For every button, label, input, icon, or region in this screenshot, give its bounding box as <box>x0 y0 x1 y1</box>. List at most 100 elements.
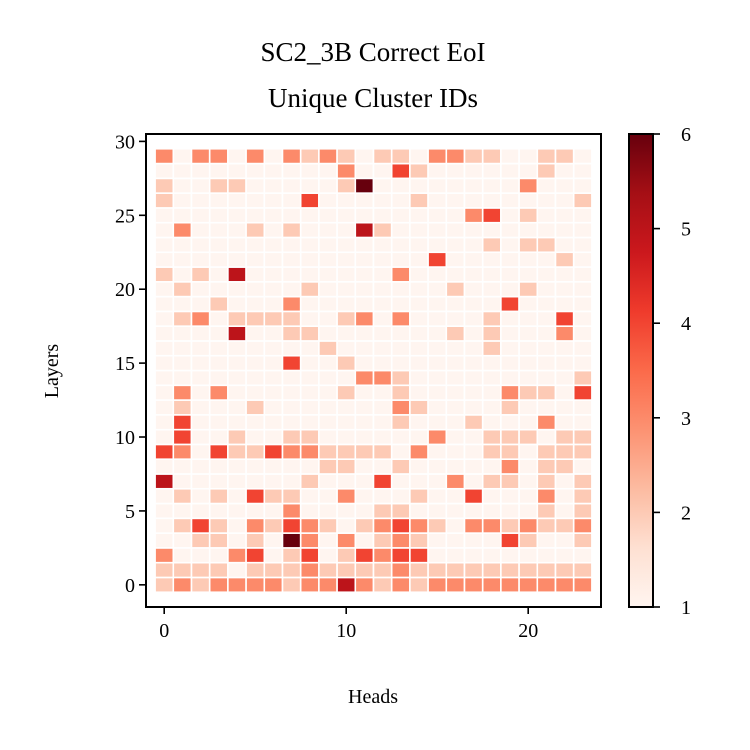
heatmap-cell-l16-h19 <box>500 340 520 357</box>
heatmap-cell-l21-h6 <box>263 266 284 283</box>
heatmap-cell-l6-h4 <box>227 487 247 505</box>
heatmap-cell-l16-h16 <box>445 340 466 357</box>
heatmap-cell-l18-h2 <box>190 310 211 327</box>
heatmap-cell-l13-h23 <box>572 384 593 401</box>
heatmap-cell-l28-h2 <box>190 162 211 180</box>
heatmap-cell-l27-h11 <box>354 177 375 194</box>
heatmap-cell-l3-h4 <box>227 532 247 549</box>
y-tick-label: 10 <box>115 427 135 449</box>
heatmap-cell-l11-h9 <box>318 414 338 431</box>
heatmap-cell-l5-h12 <box>372 502 393 520</box>
colorbar-tick-label: 1 <box>681 597 691 619</box>
heatmap-cell-l10-h12 <box>372 428 393 446</box>
heatmap-cell-l29-h12 <box>372 147 393 165</box>
heatmap-cell-l9-h22 <box>554 443 575 460</box>
heatmap-cell-l0-h16 <box>445 576 466 594</box>
heatmap-cell-l24-h20 <box>518 221 539 239</box>
heatmap-cell-l10-h10 <box>336 428 357 446</box>
heatmap-cell-l25-h22 <box>554 207 575 224</box>
heatmap-cell-l13-h11 <box>354 384 375 401</box>
heatmap-cell-l17-h15 <box>427 325 448 342</box>
heatmap-cell-l2-h16 <box>445 547 466 564</box>
heatmap-cell-l6-h12 <box>372 487 393 505</box>
x-tick-label: 20 <box>518 620 538 642</box>
heatmap-cell-l29-h21 <box>536 147 557 165</box>
heatmap-cell-l3-h1 <box>172 532 193 549</box>
heatmap-cell-l17-h21 <box>536 325 557 342</box>
heatmap-cell-l8-h13 <box>390 458 411 475</box>
heatmap-cell-l13-h12 <box>372 384 393 401</box>
heatmap-cell-l23-h16 <box>445 236 466 254</box>
heatmap-cell-l27-h9 <box>318 177 338 194</box>
heatmap-cell-l18-h21 <box>536 310 557 327</box>
heatmap-cell-l8-h4 <box>227 458 247 475</box>
heatmap-cell-l4-h6 <box>263 517 284 534</box>
heatmap-cell-l7-h1 <box>172 473 193 490</box>
heatmap-cell-l12-h0 <box>154 399 175 416</box>
heatmap-cell-l3-h16 <box>445 532 466 549</box>
heatmap-cell-l5-h19 <box>500 502 520 520</box>
heatmap-cell-l13-h22 <box>554 384 575 401</box>
heatmap-cell-l4-h3 <box>208 517 229 534</box>
heatmap-cell-l29-h4 <box>227 147 247 165</box>
heatmap-cell-l29-h18 <box>481 147 502 165</box>
heatmap-cell-l7-h20 <box>518 473 539 490</box>
heatmap-cell-l15-h11 <box>354 354 375 372</box>
heatmap-cell-l15-h21 <box>536 354 557 372</box>
heatmap-cell-l12-h19 <box>500 399 520 416</box>
heatmap-cell-l3-h9 <box>318 532 338 549</box>
heatmap-cell-l9-h18 <box>481 443 502 460</box>
heatmap-cell-l18-h7 <box>281 310 302 327</box>
heatmap-cell-l8-h2 <box>190 458 211 475</box>
heatmap-cell-l25-h8 <box>299 207 320 224</box>
heatmap-cell-l17-h4 <box>227 325 247 342</box>
heatmap-cell-l14-h9 <box>318 369 338 387</box>
heatmap-cell-l9-h12 <box>372 443 393 460</box>
heatmap-cell-l28-h7 <box>281 162 302 180</box>
heatmap-cell-l17-h8 <box>299 325 320 342</box>
heatmap-cell-l22-h15 <box>427 251 448 268</box>
heatmap-cell-l3-h21 <box>536 532 557 549</box>
heatmap-cell-l1-h18 <box>481 561 502 579</box>
heatmap-cell-l11-h4 <box>227 414 247 431</box>
heatmap-cell-l13-h4 <box>227 384 247 401</box>
heatmap-cell-l4-h13 <box>390 517 411 534</box>
heatmap-cell-l23-h11 <box>354 236 375 254</box>
heatmap-cell-l20-h19 <box>500 281 520 298</box>
heatmap-cell-l21-h21 <box>536 266 557 283</box>
heatmap-cell-l25-h2 <box>190 207 211 224</box>
heatmap-cell-l11-h15 <box>427 414 448 431</box>
heatmap-cell-l16-h4 <box>227 340 247 357</box>
heatmap-cell-l1-h8 <box>299 561 320 579</box>
heatmap-cell-l12-h6 <box>263 399 284 416</box>
heatmap-cell-l18-h14 <box>409 310 429 327</box>
heatmap-cell-l7-h9 <box>318 473 338 490</box>
heatmap-cell-l4-h23 <box>572 517 593 534</box>
heatmap-cell-l25-h0 <box>154 207 175 224</box>
heatmap-cell-l27-h10 <box>336 177 357 194</box>
x-tick-label: 10 <box>336 620 356 642</box>
heatmap-cell-l24-h4 <box>227 221 247 239</box>
heatmap-cell-l11-h23 <box>572 414 593 431</box>
x-tick-label: 0 <box>159 620 169 642</box>
heatmap-cell-l19-h18 <box>481 295 502 313</box>
heatmap-cell-l15-h7 <box>281 354 302 372</box>
heatmap-cell-l22-h4 <box>227 251 247 268</box>
heatmap-cell-l23-h22 <box>554 236 575 254</box>
heatmap-cell-l4-h15 <box>427 517 448 534</box>
heatmap-cell-l19-h20 <box>518 295 539 313</box>
heatmap-cell-l0-h2 <box>190 576 211 594</box>
heatmap-cell-l2-h4 <box>227 547 247 564</box>
heatmap-cell-l21-h7 <box>281 266 302 283</box>
heatmap-cell-l4-h8 <box>299 517 320 534</box>
heatmap-cell-l29-h2 <box>190 147 211 165</box>
heatmap-cell-l24-h21 <box>536 221 557 239</box>
heatmap-cell-l5-h3 <box>208 502 229 520</box>
heatmap-cell-l14-h14 <box>409 369 429 387</box>
heatmap-cell-l8-h18 <box>481 458 502 475</box>
heatmap-cell-l25-h10 <box>336 207 357 224</box>
heatmap-cell-l3-h17 <box>463 532 484 549</box>
heatmap-cell-l12-h16 <box>445 399 466 416</box>
heatmap-cell-l1-h12 <box>372 561 393 579</box>
heatmap-cell-l1-h4 <box>227 561 247 579</box>
